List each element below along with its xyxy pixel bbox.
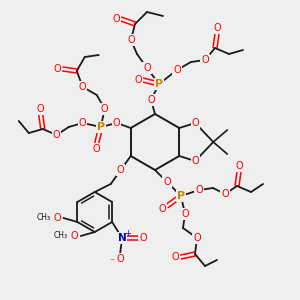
Text: O: O bbox=[191, 118, 199, 128]
Text: O: O bbox=[173, 65, 181, 75]
Text: O: O bbox=[201, 55, 209, 65]
Text: O: O bbox=[139, 233, 147, 243]
Text: O: O bbox=[117, 165, 124, 175]
Text: O: O bbox=[213, 23, 221, 33]
Text: P: P bbox=[177, 191, 185, 201]
Text: CH₃: CH₃ bbox=[36, 214, 50, 223]
Text: P: P bbox=[97, 122, 105, 132]
Text: O: O bbox=[134, 75, 142, 85]
Text: O: O bbox=[71, 231, 79, 241]
Text: O: O bbox=[193, 233, 201, 243]
Text: O: O bbox=[158, 204, 166, 214]
Text: O: O bbox=[191, 156, 199, 166]
Text: N: N bbox=[118, 233, 126, 243]
Text: O: O bbox=[143, 63, 151, 73]
Text: ⁻: ⁻ bbox=[110, 257, 115, 267]
Text: O: O bbox=[53, 130, 61, 140]
Text: O: O bbox=[93, 144, 100, 154]
Text: O: O bbox=[54, 213, 61, 223]
Text: O: O bbox=[54, 64, 62, 74]
Text: O: O bbox=[112, 14, 120, 24]
Text: O: O bbox=[171, 252, 179, 262]
Text: O: O bbox=[113, 118, 121, 128]
Text: O: O bbox=[221, 189, 229, 199]
Text: CH₃: CH₃ bbox=[54, 232, 68, 241]
Text: O: O bbox=[147, 95, 155, 105]
Text: O: O bbox=[79, 118, 87, 128]
Text: P: P bbox=[155, 79, 163, 89]
Text: O: O bbox=[181, 209, 189, 219]
Text: O: O bbox=[116, 254, 124, 264]
Text: O: O bbox=[163, 177, 171, 187]
Text: O: O bbox=[127, 35, 135, 45]
Text: O: O bbox=[79, 82, 87, 92]
Text: +: + bbox=[124, 229, 131, 238]
Text: O: O bbox=[37, 104, 45, 114]
Text: O: O bbox=[195, 185, 203, 195]
Text: O: O bbox=[235, 161, 243, 171]
Text: O: O bbox=[101, 104, 109, 114]
